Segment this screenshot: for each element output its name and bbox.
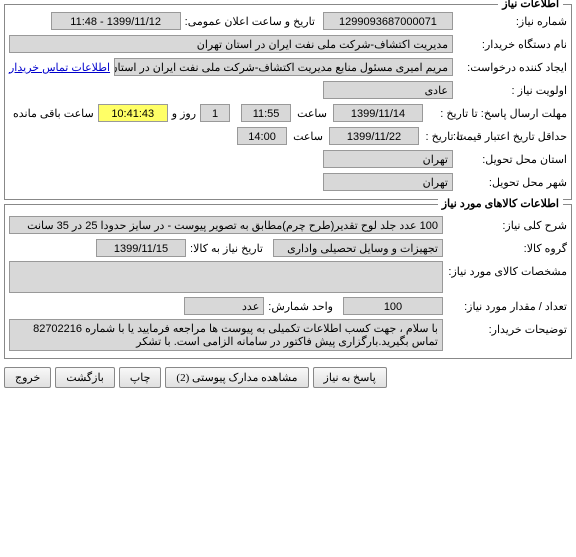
min-validity-label: حداقل تاریخ اعتبار قیمت: [467,130,567,143]
goods-group-label: گروه کالا: [447,242,567,255]
button-bar: خروج بازگشت چاپ مشاهده مدارک پیوستی (2) … [0,363,576,392]
announce-label: تاریخ و ساعت اعلان عمومی: [185,15,315,28]
deadline-label: مهلت ارسال پاسخ: تا تاریخ : [427,107,567,120]
reply-button[interactable]: پاسخ به نیاز [313,367,387,388]
row-qty: تعداد / مقدار مورد نیاز: 100 واحد شمارش:… [9,296,567,316]
time-label-1: ساعت [297,107,327,120]
unit-label: واحد شمارش: [268,300,333,313]
need-date-label: تاریخ نیاز به کالا: [190,242,263,255]
general-desc-label: شرح کلی نیاز: [447,219,567,232]
buyer-org-field: مدیریت اکتشاف-شرکت ملی نفت ایران در استا… [9,35,453,53]
to-date-label: تا تاریخ : [423,130,463,143]
need-info-title: اطلاعات نیاز [498,0,563,10]
buyer-org-label: نام دستگاه خریدار: [457,38,567,51]
row-goods-spec: مشخصات کالای مورد نیاز: [9,261,567,293]
time-label-2: ساعت [293,130,323,143]
row-requester: ایجاد کننده درخواست: مریم امیری مسئول من… [9,57,567,77]
row-buyer-notes: توضیحات خریدار: با سلام ، جهت کسب اطلاعا… [9,319,567,351]
need-no-field: 1299093687000071 [323,12,453,30]
row-deadline: مهلت ارسال پاسخ: تا تاریخ : 1399/11/14 س… [9,103,567,123]
goods-info-title: اطلاعات کالاهای مورد نیاز [438,197,563,210]
countdown-field: 10:41:43 [98,104,168,122]
need-no-label: شماره نیاز: [457,15,567,28]
need-date-field: 1399/11/15 [96,239,186,257]
goods-info-panel: اطلاعات کالاهای مورد نیاز شرح کلی نیاز: … [4,204,572,359]
row-need-no: شماره نیاز: 1299093687000071 تاریخ و ساع… [9,11,567,31]
exit-button[interactable]: خروج [4,367,51,388]
deadline-time-field: 11:55 [241,104,291,122]
print-button[interactable]: چاپ [119,367,162,388]
remaining-days-field: 1 [200,104,230,122]
goods-group-field: تجهیزات و وسایل تحصیلی واداری [273,239,443,257]
view-attachments-button[interactable]: مشاهده مدارک پیوستی (2) [165,367,308,388]
row-buyer-org: نام دستگاه خریدار: مدیریت اکتشاف-شرکت مل… [9,34,567,54]
min-validity-date-field: 1399/11/22 [329,127,419,145]
delivery-province-field: تهران [323,150,453,168]
requester-label: ایجاد کننده درخواست: [457,61,567,74]
min-validity-time-field: 14:00 [237,127,287,145]
qty-field: 100 [343,297,443,315]
priority-label: اولویت نیاز : [457,84,567,97]
delivery-city-label: شهر محل تحویل: [457,176,567,189]
remaining-label: ساعت باقی مانده [13,107,94,120]
buyer-notes-field: با سلام ، جهت کسب اطلاعات تکمیلی به پیوس… [9,319,443,351]
unit-field: عدد [184,297,264,315]
announce-field: 1399/11/12 - 11:48 [51,12,181,30]
row-delivery-province: استان محل تحویل: تهران [9,149,567,169]
row-delivery-city: شهر محل تحویل: تهران [9,172,567,192]
row-min-validity: حداقل تاریخ اعتبار قیمت: تا تاریخ : 1399… [9,126,567,146]
buyer-notes-label: توضیحات خریدار: [447,319,567,336]
need-info-panel: اطلاعات نیاز شماره نیاز: 129909368700007… [4,4,572,200]
requester-field: مریم امیری مسئول منابع مدیریت اکتشاف-شرک… [114,58,453,76]
contact-link[interactable]: اطلاعات تماس خریدار [9,61,110,74]
goods-spec-field [9,261,443,293]
back-button[interactable]: بازگشت [55,367,115,388]
row-priority: اولویت نیاز : عادی [9,80,567,100]
goods-spec-label: مشخصات کالای مورد نیاز: [447,261,567,278]
delivery-province-label: استان محل تحویل: [457,153,567,166]
delivery-city-field: تهران [323,173,453,191]
priority-field: عادی [323,81,453,99]
row-goods-group: گروه کالا: تجهیزات و وسایل تحصیلی واداری… [9,238,567,258]
qty-label: تعداد / مقدار مورد نیاز: [447,300,567,313]
general-desc-field: 100 عدد جلد لوح تقدیر(طرح چرم)مطابق به ت… [9,216,443,234]
row-general-desc: شرح کلی نیاز: 100 عدد جلد لوح تقدیر(طرح … [9,215,567,235]
days-label: روز و [172,107,196,120]
deadline-date-field: 1399/11/14 [333,104,423,122]
